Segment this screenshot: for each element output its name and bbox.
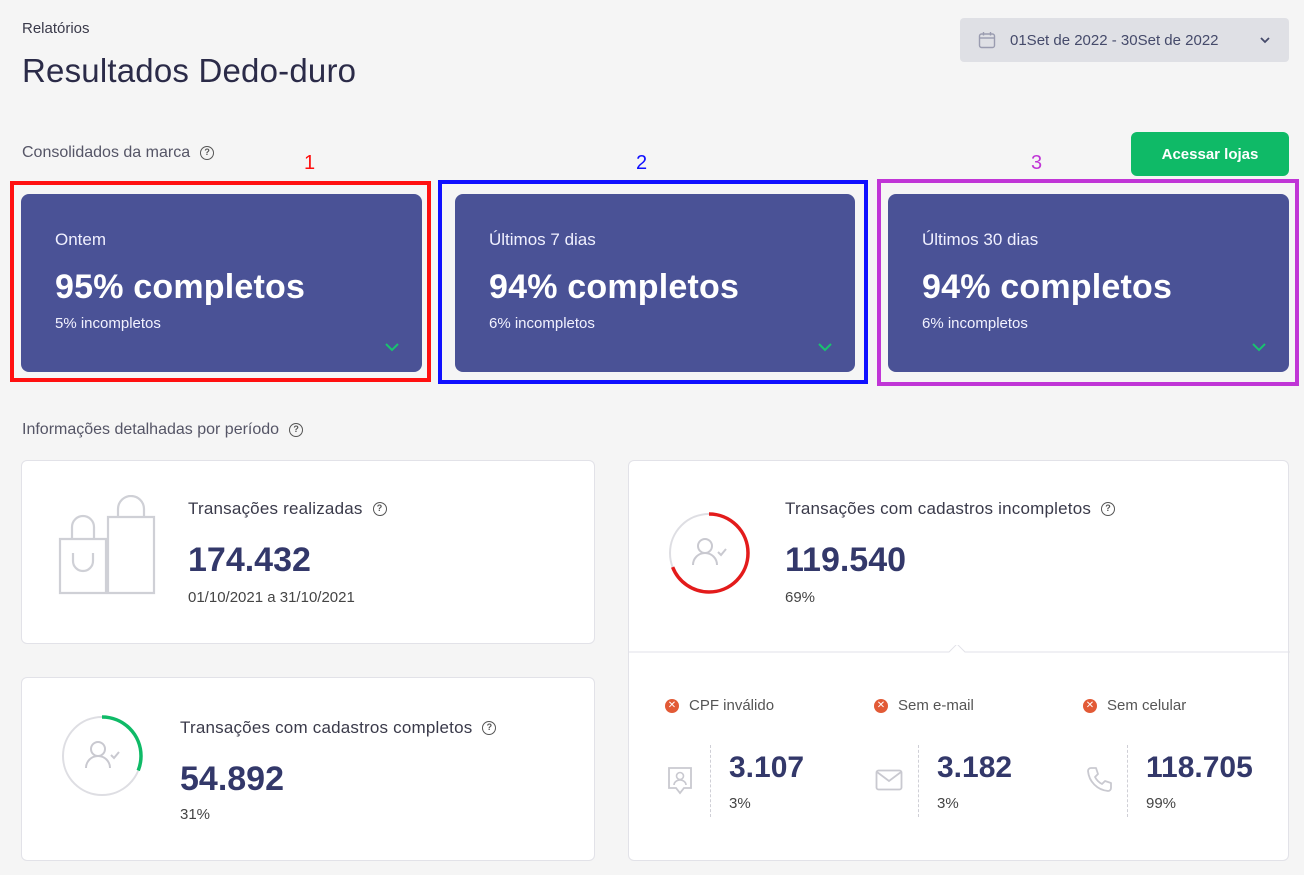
annotation-box-3 <box>877 179 1299 386</box>
card-complete: 94% completos <box>922 268 1173 306</box>
error-icon: ✕ <box>1083 698 1097 713</box>
card-period: Ontem <box>55 230 107 249</box>
breakdown-cpf-pct: 3% <box>729 795 751 812</box>
complete-value: 54.892 <box>180 760 284 798</box>
annotation-1: 1 <box>304 152 316 174</box>
incomplete-value: 119.540 <box>785 541 907 579</box>
incomplete-progress-ring <box>668 512 750 594</box>
card-incomplete: 5% incompletos <box>55 315 161 332</box>
card-incomplete: 6% incompletos <box>922 315 1028 332</box>
page-title: Resultados Dedo-duro <box>22 52 357 89</box>
chevron-down-icon[interactable] <box>384 342 400 352</box>
card-incomplete: 6% incompletos <box>489 315 595 332</box>
complete-progress-ring <box>61 715 143 797</box>
annotation-box-1 <box>10 181 431 382</box>
panel-divider <box>629 645 1290 653</box>
section-brand-label: Consolidados da marca? <box>22 144 215 162</box>
breakdown-separator <box>710 745 711 817</box>
mail-icon <box>875 769 903 791</box>
breadcrumb[interactable]: Relatórios <box>22 20 90 37</box>
breakdown-phone-pct: 99% <box>1146 795 1177 812</box>
breakdown-phone-value: 118.705 <box>1146 751 1253 784</box>
help-icon[interactable]: ? <box>372 502 387 516</box>
breakdown-separator <box>918 745 919 817</box>
card-period: Últimos 7 dias <box>489 230 596 249</box>
breakdown-email-value: 3.182 <box>937 751 1013 784</box>
incomplete-transactions-panel: Transações com cadastros incompletos? 11… <box>628 460 1290 861</box>
error-icon: ✕ <box>665 698 679 713</box>
breakdown-email-pct: 3% <box>937 795 959 812</box>
error-icon: ✕ <box>874 698 888 713</box>
help-icon[interactable]: ? <box>1101 502 1116 516</box>
summary-card-7-days[interactable]: Últimos 7 dias 94% completos 6% incomple… <box>455 194 855 372</box>
chevron-down-icon[interactable] <box>817 342 833 352</box>
phone-icon <box>1087 767 1112 792</box>
annotation-3: 3 <box>1031 152 1043 174</box>
summary-card-yesterday[interactable]: Ontem 95% completos 5% incompletos <box>21 194 422 372</box>
section-detail-label: Informações detalhadas por período? <box>22 421 304 439</box>
breakdown-email-label: ✕ Sem e-mail <box>874 697 974 714</box>
complete-transactions-panel: Transações com cadastros completos? 54.8… <box>21 677 595 861</box>
access-stores-button[interactable]: Acessar lojas <box>1131 132 1289 176</box>
annotation-2: 2 <box>636 152 648 174</box>
panel-title: Transações realizadas? <box>188 499 387 519</box>
help-icon[interactable]: ? <box>200 146 215 160</box>
complete-pct: 31% <box>180 806 211 823</box>
panel-title: Transações com cadastros completos? <box>180 718 497 738</box>
incomplete-pct: 69% <box>785 589 816 606</box>
breakdown-cpf-label: ✕ CPF inválido <box>665 697 774 714</box>
card-period: Últimos 30 dias <box>922 230 1039 249</box>
card-complete: 94% completos <box>489 268 740 306</box>
card-complete: 95% completos <box>55 268 306 306</box>
help-icon[interactable]: ? <box>289 423 304 437</box>
breakdown-phone-label: ✕ Sem celular <box>1083 697 1186 714</box>
id-badge-icon <box>668 767 692 795</box>
date-range-label: 01Set de 2022 - 30Set de 2022 <box>1010 31 1219 49</box>
breakdown-cpf-value: 3.107 <box>729 751 805 784</box>
shopping-bags-icon <box>58 495 156 595</box>
chevron-down-icon <box>1260 37 1270 44</box>
breakdown-separator <box>1127 745 1128 817</box>
user-check-icon <box>692 538 727 566</box>
transactions-panel: Transações realizadas? 174.432 01/10/202… <box>21 460 595 644</box>
transactions-value: 174.432 <box>188 541 311 579</box>
calendar-icon <box>978 32 996 49</box>
user-check-icon <box>85 741 120 769</box>
chevron-down-icon[interactable] <box>1251 342 1267 352</box>
annotation-box-2 <box>438 180 868 384</box>
help-icon[interactable]: ? <box>482 721 497 735</box>
date-range-picker[interactable]: 01Set de 2022 - 30Set de 2022 <box>960 18 1289 62</box>
summary-card-30-days[interactable]: Últimos 30 dias 94% completos 6% incompl… <box>888 194 1289 372</box>
transactions-range: 01/10/2021 a 31/10/2021 <box>188 589 355 606</box>
panel-title: Transações com cadastros incompletos? <box>785 499 1116 519</box>
